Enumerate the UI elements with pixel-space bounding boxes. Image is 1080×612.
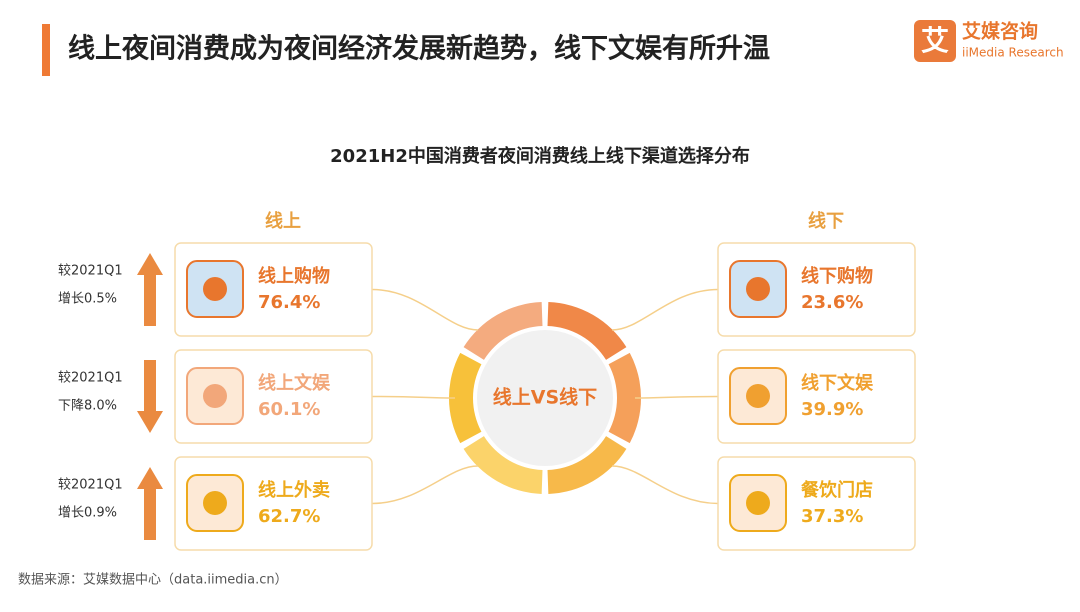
- brand-en: iiMedia Research: [962, 46, 1064, 60]
- connector: [371, 395, 456, 399]
- item-value: 37.3%: [801, 506, 863, 527]
- item-label: 线下文娱: [801, 372, 874, 394]
- logo-mark: [914, 20, 956, 62]
- item-icon-dot: [203, 277, 227, 301]
- item-value: 60.1%: [258, 399, 320, 420]
- page-title: 线上夜间消费成为夜间经济发展新趋势，线下文娱有所升温: [68, 33, 770, 65]
- item-label: 线上文娱: [258, 372, 331, 394]
- item-label: 线上外卖: [258, 479, 330, 501]
- connector: [611, 465, 719, 505]
- ring-segment: [463, 436, 543, 494]
- center-label: 线上VS线下: [493, 386, 597, 409]
- item-icon-dot: [746, 277, 770, 301]
- connector: [611, 288, 719, 331]
- ring-segment: [547, 436, 627, 494]
- ring-segment: [608, 352, 641, 444]
- connector: [634, 395, 719, 399]
- item-label: 线上购物: [258, 265, 330, 287]
- item-value: 76.4%: [258, 292, 320, 313]
- direction-arrow: [137, 360, 163, 433]
- item-icon-dot: [746, 491, 770, 515]
- brand: 艾媒咨询: [962, 20, 1038, 43]
- item-label: 餐饮门店: [800, 479, 873, 501]
- center-circle: [477, 330, 613, 466]
- change-text: 增长0.5%: [58, 292, 117, 307]
- source: 数据来源：艾媒数据中心（data.iimedia.cn）: [18, 573, 288, 588]
- change-text: 下降8.0%: [58, 399, 117, 414]
- ring-segment: [547, 302, 627, 360]
- subtitle: 2021H2中国消费者夜间消费线上线下渠道选择分布: [330, 145, 750, 167]
- connector: [371, 288, 479, 331]
- item-icon-dot: [203, 491, 227, 515]
- logo-glyph: 艾: [921, 24, 949, 57]
- offline-heading: 线下: [808, 210, 844, 232]
- ring-segment: [463, 302, 543, 360]
- direction-arrow: [137, 467, 163, 540]
- change-text: 增长0.9%: [58, 506, 117, 521]
- change-text: 较2021Q1: [58, 371, 123, 386]
- online-heading: 线上: [265, 210, 301, 232]
- change-text: 较2021Q1: [58, 264, 123, 279]
- connector: [371, 465, 479, 505]
- item-label: 线下购物: [801, 265, 873, 287]
- item-icon-dot: [203, 384, 227, 408]
- item-value: 23.6%: [801, 292, 863, 313]
- title-bar: [42, 24, 50, 76]
- item-value: 62.7%: [258, 506, 320, 527]
- item-value: 39.9%: [801, 399, 863, 420]
- direction-arrow: [137, 253, 163, 326]
- ring: [448, 302, 641, 494]
- ring-segment: [448, 352, 482, 444]
- change-text: 较2021Q1: [58, 478, 123, 493]
- item-icon-dot: [746, 384, 770, 408]
